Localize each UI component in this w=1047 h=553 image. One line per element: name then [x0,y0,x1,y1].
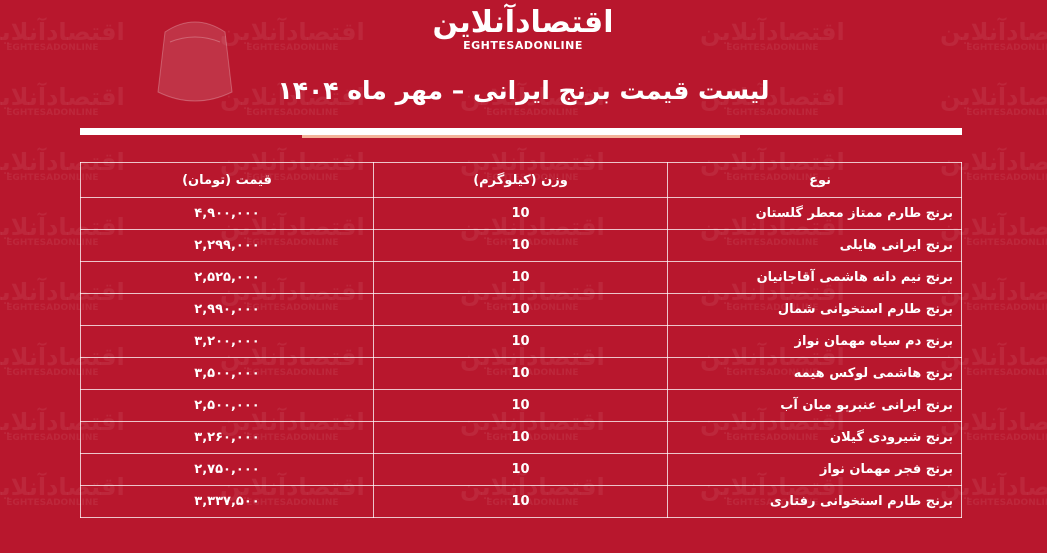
cell: ۳,۲۰۰,۰۰۰ [80,325,374,358]
price-table: نوع وزن (کیلوگرم) قیمت (تومان) برنج طارم م… [80,162,962,518]
watermark-latin: EGHTESADONLINE [246,43,339,53]
watermark-latin: EGHTESADONLINE [6,498,99,508]
table-row: برنج ایرانی عنبربو میان آب 10 ۲,۵۰۰,۰۰۰ [80,389,962,422]
watermark-latin: EGHTESADONLINE [6,303,99,313]
cell: 10 [373,357,668,390]
watermark-latin: EGHTESADONLINE [726,43,819,53]
logo-latin: EGHTESADONLINE [463,39,583,52]
watermark-latin: EGHTESADONLINE [6,43,99,53]
watermark-text: اقتصادآنلاین [940,83,1047,111]
table-row: برنج فجر مهمان نواز 10 ۲,۷۵۰,۰۰۰ [80,453,962,486]
cell: ۲,۲۹۹,۰۰۰ [80,229,374,262]
cell: ۲,۷۵۰,۰۰۰ [80,453,374,486]
cell: 10 [373,389,668,422]
watermark-text: اقتصادآنلاین [220,18,365,46]
table-row: برنج دم سیاه مهمان نواز 10 ۳,۲۰۰,۰۰۰ [80,325,962,358]
cell: 10 [373,325,668,358]
cell: برنج دم سیاه مهمان نواز [667,325,962,358]
cell: ۲,۵۲۵,۰۰۰ [80,261,374,294]
table-row: برنج هاشمی لوکس هیمه 10 ۳,۵۰۰,۰۰۰ [80,357,962,390]
watermark-text: اقتصادآنلاین [460,83,605,111]
cell: 10 [373,485,668,518]
divider [80,128,962,135]
cell: 10 [373,293,668,326]
cell: برنج هاشمی لوکس هیمه [667,357,962,390]
table-row: برنج طارم استخوانی شمال 10 ۲,۹۹۰,۰۰۰ [80,293,962,326]
cell: ۳,۵۰۰,۰۰۰ [80,357,374,390]
table-row: برنج شیرودی گیلان 10 ۳,۲۶۰,۰۰۰ [80,421,962,454]
watermark-latin: EGHTESADONLINE [966,498,1047,508]
cell: برنج ایرانی عنبربو میان آب [667,389,962,422]
divider-accent [302,135,740,138]
column-header: قیمت (تومان) [80,162,374,198]
cell: برنج طارم استخوانی شمال [667,293,962,326]
table-row: برنج طارم استخوانی رفتاری 10 ۳,۳۳۷,۵۰۰ [80,485,962,518]
watermark-text: اقتصادآنلاین [0,18,125,46]
cell: برنج فجر مهمان نواز [667,453,962,486]
watermark-latin: EGHTESADONLINE [966,238,1047,248]
cell: برنج طارم استخوانی رفتاری [667,485,962,518]
watermark-text: اقتصادآنلاین [700,18,845,46]
cell: ۳,۳۳۷,۵۰۰ [80,485,374,518]
watermark-text: اقتصادآنلاین [0,83,125,111]
cell: 10 [373,229,668,262]
watermark-latin: EGHTESADONLINE [6,108,99,118]
column-header: وزن (کیلوگرم) [373,162,668,198]
cell: ۲,۵۰۰,۰۰۰ [80,389,374,422]
watermark-latin: EGHTESADONLINE [966,108,1047,118]
cell: برنج ایرانی هایلی [667,229,962,262]
cell: برنج طارم ممتاز معطر گلستان [667,197,962,230]
logo: اقتصادآنلاین EGHTESADONLINE [400,6,646,52]
watermark-text: اقتصادآنلاین [700,83,845,111]
watermark-latin: EGHTESADONLINE [966,433,1047,443]
watermark-latin: EGHTESADONLINE [6,368,99,378]
watermark-latin: EGHTESADONLINE [6,433,99,443]
cell: برنج نیم دانه هاشمی آقاجانیان [667,261,962,294]
header-row: نوع وزن (کیلوگرم) قیمت (تومان) [80,162,962,198]
table-body: برنج طارم ممتاز معطر گلستان 10 ۴,۹۰۰,۰۰۰ بر… [80,197,962,518]
watermark-latin: EGHTESADONLINE [966,43,1047,53]
cell: 10 [373,197,668,230]
watermark-latin: EGHTESADONLINE [6,173,99,183]
sack-icon [157,21,233,102]
table-row: برنج طارم ممتاز معطر گلستان 10 ۴,۹۰۰,۰۰۰ [80,197,962,230]
watermark-latin: EGHTESADONLINE [6,238,99,248]
watermark-latin: EGHTESADONLINE [966,368,1047,378]
watermark-latin: EGHTESADONLINE [246,108,339,118]
title: لیست قیمت برنج ایرانی – مهر ماه ۱۴۰۴ [277,76,770,105]
logo-text: اقتصادآنلاین [432,5,614,40]
watermark-text: اقتصادآنلاین [220,83,365,111]
cell: 10 [373,453,668,486]
cell: ۴,۹۰۰,۰۰۰ [80,197,374,230]
cell: برنج شیرودی گیلان [667,421,962,454]
cell: ۳,۲۶۰,۰۰۰ [80,421,374,454]
table-row: برنج ایرانی هایلی 10 ۲,۲۹۹,۰۰۰ [80,229,962,262]
watermark-latin: EGHTESADONLINE [966,173,1047,183]
table-row: برنج نیم دانه هاشمی آقاجانیان 10 ۲,۵۲۵,۰۰۰ [80,261,962,294]
column-header: نوع [667,162,962,198]
watermark-latin: EGHTESADONLINE [966,303,1047,313]
cell: ۲,۹۹۰,۰۰۰ [80,293,374,326]
watermark-latin: EGHTESADONLINE [486,108,579,118]
watermark-latin: EGHTESADONLINE [726,108,819,118]
cell: 10 [373,421,668,454]
watermark-text: اقتصادآنلاین [940,18,1047,46]
cell: 10 [373,261,668,294]
